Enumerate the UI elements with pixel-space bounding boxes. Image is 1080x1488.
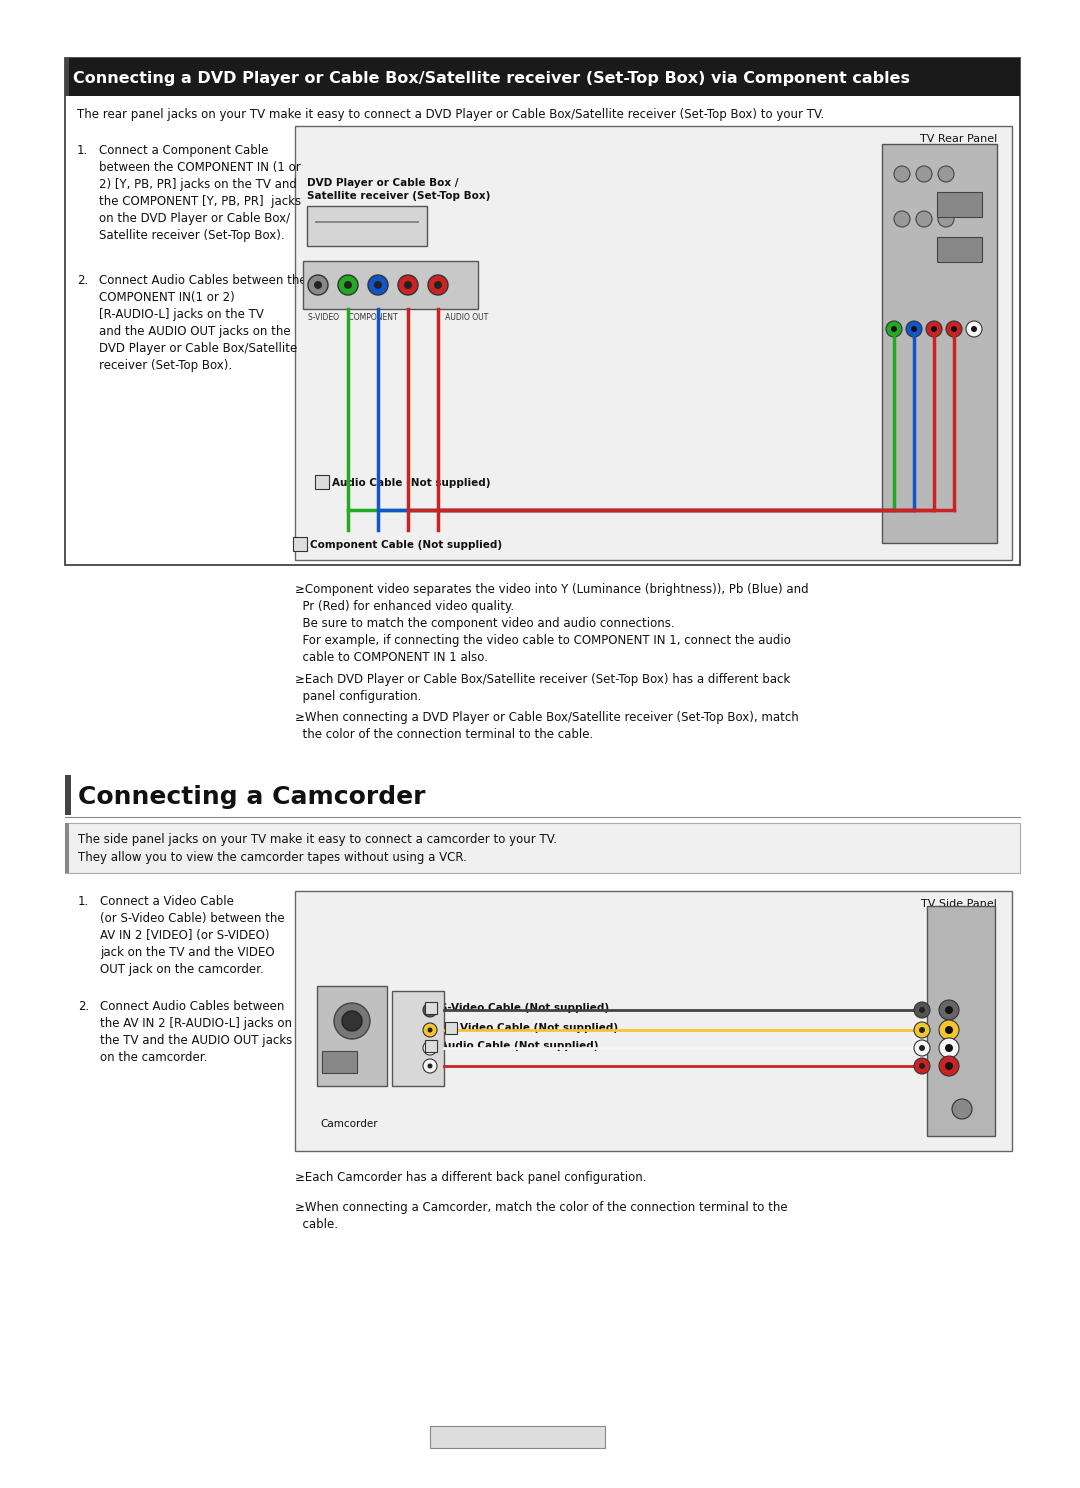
Text: Connecting a Camcorder: Connecting a Camcorder bbox=[78, 786, 426, 809]
Circle shape bbox=[894, 211, 910, 228]
Circle shape bbox=[945, 1062, 953, 1070]
Text: S-VIDEO OUT: S-VIDEO OUT bbox=[394, 998, 435, 1003]
Bar bbox=[65, 58, 1020, 97]
Circle shape bbox=[926, 321, 942, 336]
Text: Connect Audio Cables between
the AV IN 2 [R-AUDIO-L] jacks on
the TV and the AUD: Connect Audio Cables between the AV IN 2… bbox=[100, 1000, 293, 1064]
Circle shape bbox=[931, 326, 937, 332]
Circle shape bbox=[342, 1010, 362, 1031]
Bar bbox=[322, 1051, 357, 1073]
Bar bbox=[318, 987, 387, 1086]
Bar bbox=[882, 144, 997, 543]
Circle shape bbox=[428, 1028, 432, 1033]
Bar bbox=[927, 906, 995, 1135]
Text: 1: 1 bbox=[427, 1003, 434, 1013]
Text: S-VIDEO    COMPONENT                    AUDIO OUT: S-VIDEO COMPONENT AUDIO OUT bbox=[308, 312, 488, 321]
Circle shape bbox=[434, 281, 442, 289]
Text: Connect a Video Cable
(or S-Video Cable) between the
AV IN 2 [VIDEO] (or S-VIDEO: Connect a Video Cable (or S-Video Cable)… bbox=[100, 894, 285, 976]
Bar bbox=[65, 58, 69, 97]
Text: TV Side Panel: TV Side Panel bbox=[921, 899, 997, 909]
Text: or: or bbox=[426, 1022, 437, 1033]
Text: The rear panel jacks on your TV make it easy to connect a DVD Player or Cable Bo: The rear panel jacks on your TV make it … bbox=[77, 109, 824, 121]
Text: Camcorder: Camcorder bbox=[320, 1119, 378, 1129]
Bar bbox=[307, 205, 427, 246]
Text: 2.: 2. bbox=[77, 274, 89, 287]
Bar bbox=[426, 1001, 437, 1013]
Bar bbox=[392, 991, 444, 1086]
Circle shape bbox=[939, 1039, 959, 1058]
Bar bbox=[430, 1426, 605, 1448]
Bar bbox=[65, 823, 1020, 873]
Text: DVD Player or Cable Box /
Satellite receiver (Set-Top Box): DVD Player or Cable Box / Satellite rece… bbox=[307, 179, 490, 201]
Text: AV IN 2: AV IN 2 bbox=[929, 911, 960, 920]
Circle shape bbox=[428, 1007, 432, 1012]
Circle shape bbox=[399, 275, 418, 295]
Text: 2.: 2. bbox=[78, 1000, 90, 1013]
Text: English - 16: English - 16 bbox=[481, 1428, 554, 1442]
Text: VIDEO OUT: VIDEO OUT bbox=[394, 1019, 429, 1025]
Circle shape bbox=[971, 326, 977, 332]
Circle shape bbox=[966, 321, 982, 336]
Text: Connect Audio Cables between the
COMPONENT IN(1 or 2)
[R-AUDIO-L] jacks on the T: Connect Audio Cables between the COMPONE… bbox=[99, 274, 307, 372]
Circle shape bbox=[314, 281, 322, 289]
Text: 1.: 1. bbox=[78, 894, 90, 908]
Circle shape bbox=[338, 275, 357, 295]
Bar bbox=[426, 1040, 437, 1052]
Circle shape bbox=[374, 281, 382, 289]
Circle shape bbox=[919, 1045, 924, 1051]
Bar bbox=[65, 58, 1020, 565]
Circle shape bbox=[368, 275, 388, 295]
Bar bbox=[65, 775, 71, 815]
Circle shape bbox=[939, 1000, 959, 1019]
Circle shape bbox=[886, 321, 902, 336]
Circle shape bbox=[894, 167, 910, 182]
Circle shape bbox=[428, 275, 448, 295]
Circle shape bbox=[946, 321, 962, 336]
Text: Audio Cable (Not supplied): Audio Cable (Not supplied) bbox=[332, 478, 490, 488]
Text: AUDIO OUT: AUDIO OUT bbox=[394, 1058, 430, 1062]
Text: ≥Each DVD Player or Cable Box/Satellite receiver (Set-Top Box) has a different b: ≥Each DVD Player or Cable Box/Satellite … bbox=[295, 673, 791, 702]
Circle shape bbox=[919, 1027, 924, 1033]
Bar bbox=[937, 237, 982, 262]
Bar bbox=[445, 1022, 457, 1034]
Bar bbox=[937, 192, 982, 217]
Circle shape bbox=[423, 1059, 437, 1073]
Circle shape bbox=[914, 1001, 930, 1018]
Text: ≥Each Camcorder has a different back panel configuration.: ≥Each Camcorder has a different back pan… bbox=[295, 1171, 647, 1184]
Circle shape bbox=[906, 321, 922, 336]
Bar bbox=[293, 537, 307, 551]
Circle shape bbox=[939, 211, 954, 228]
Circle shape bbox=[945, 1006, 953, 1013]
Text: 2: 2 bbox=[318, 478, 325, 487]
Text: TV Rear Panel: TV Rear Panel bbox=[920, 134, 997, 144]
Circle shape bbox=[428, 1064, 432, 1068]
Text: 1: 1 bbox=[447, 1024, 454, 1033]
Circle shape bbox=[916, 167, 932, 182]
Text: ○: ○ bbox=[394, 1042, 402, 1051]
Circle shape bbox=[308, 275, 328, 295]
Circle shape bbox=[423, 1024, 437, 1037]
Circle shape bbox=[404, 281, 411, 289]
Bar bbox=[315, 222, 419, 223]
Circle shape bbox=[428, 1046, 432, 1051]
Circle shape bbox=[423, 1042, 437, 1055]
Text: ○: ○ bbox=[394, 1071, 402, 1080]
Text: Connecting a DVD Player or Cable Box/Satellite receiver (Set-Top Box) via Compon: Connecting a DVD Player or Cable Box/Sat… bbox=[73, 70, 910, 85]
Bar bbox=[65, 823, 69, 873]
Circle shape bbox=[914, 1040, 930, 1056]
Text: 1: 1 bbox=[296, 539, 302, 549]
Circle shape bbox=[939, 1056, 959, 1076]
Circle shape bbox=[945, 1027, 953, 1034]
Bar bbox=[295, 891, 1012, 1152]
Text: They allow you to view the camcorder tapes without using a VCR.: They allow you to view the camcorder tap… bbox=[78, 851, 467, 865]
Text: 2: 2 bbox=[427, 1042, 434, 1051]
Circle shape bbox=[951, 1100, 972, 1119]
Text: ≥When connecting a DVD Player or Cable Box/Satellite receiver (Set-Top Box), mat: ≥When connecting a DVD Player or Cable B… bbox=[295, 711, 799, 741]
Circle shape bbox=[914, 1022, 930, 1039]
Text: Video Cable (Not supplied): Video Cable (Not supplied) bbox=[460, 1024, 618, 1033]
Circle shape bbox=[919, 1062, 924, 1068]
Circle shape bbox=[334, 1003, 370, 1039]
Circle shape bbox=[939, 1019, 959, 1040]
Circle shape bbox=[945, 1045, 953, 1052]
Circle shape bbox=[916, 211, 932, 228]
Text: 1.: 1. bbox=[77, 144, 89, 158]
